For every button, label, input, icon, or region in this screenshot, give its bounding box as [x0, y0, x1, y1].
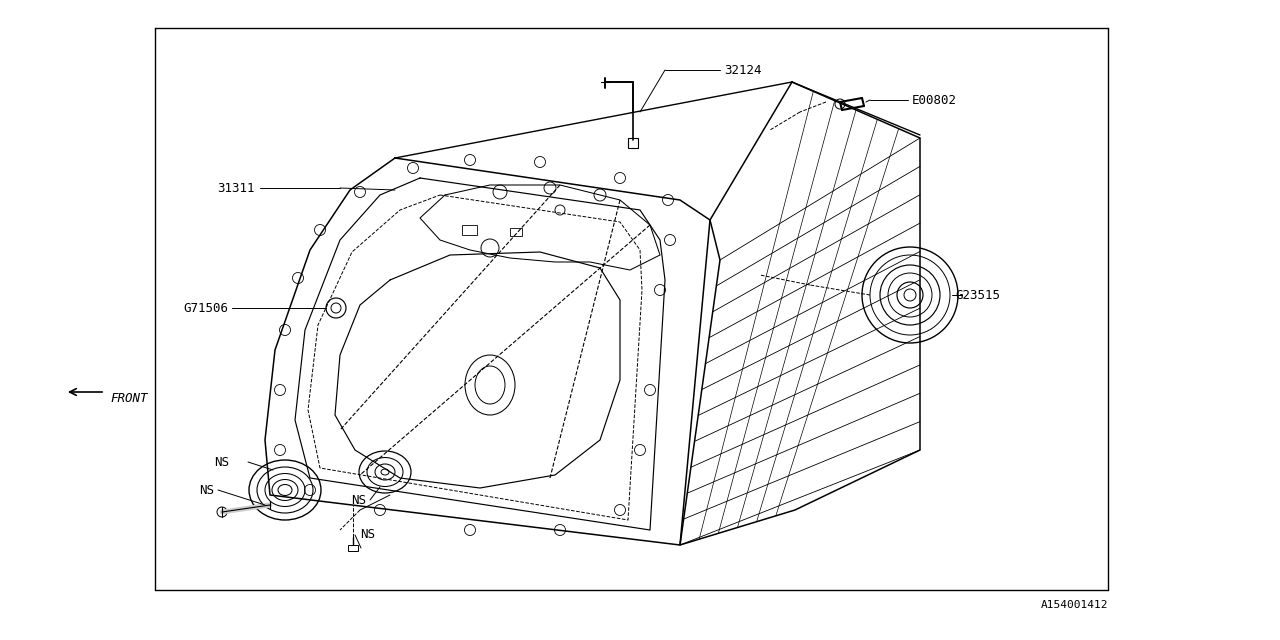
Bar — [462, 225, 477, 235]
Text: NS: NS — [214, 456, 229, 468]
Text: NS: NS — [351, 493, 366, 506]
Text: G71506: G71506 — [183, 301, 228, 314]
Text: A154001412: A154001412 — [1041, 600, 1108, 610]
Bar — [628, 138, 637, 148]
Text: NS: NS — [360, 529, 375, 541]
Bar — [348, 545, 358, 551]
Text: G23515: G23515 — [955, 289, 1000, 301]
Bar — [509, 228, 522, 236]
Text: E00802: E00802 — [913, 93, 957, 106]
Text: NS: NS — [198, 483, 214, 497]
Text: FRONT: FRONT — [110, 392, 147, 404]
Text: 31311: 31311 — [218, 182, 255, 195]
Text: 32124: 32124 — [724, 63, 762, 77]
